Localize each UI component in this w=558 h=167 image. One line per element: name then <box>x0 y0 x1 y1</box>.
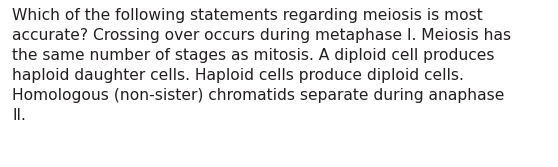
Text: Which of the following statements regarding meiosis is most
accurate? Crossing o: Which of the following statements regard… <box>12 8 511 123</box>
